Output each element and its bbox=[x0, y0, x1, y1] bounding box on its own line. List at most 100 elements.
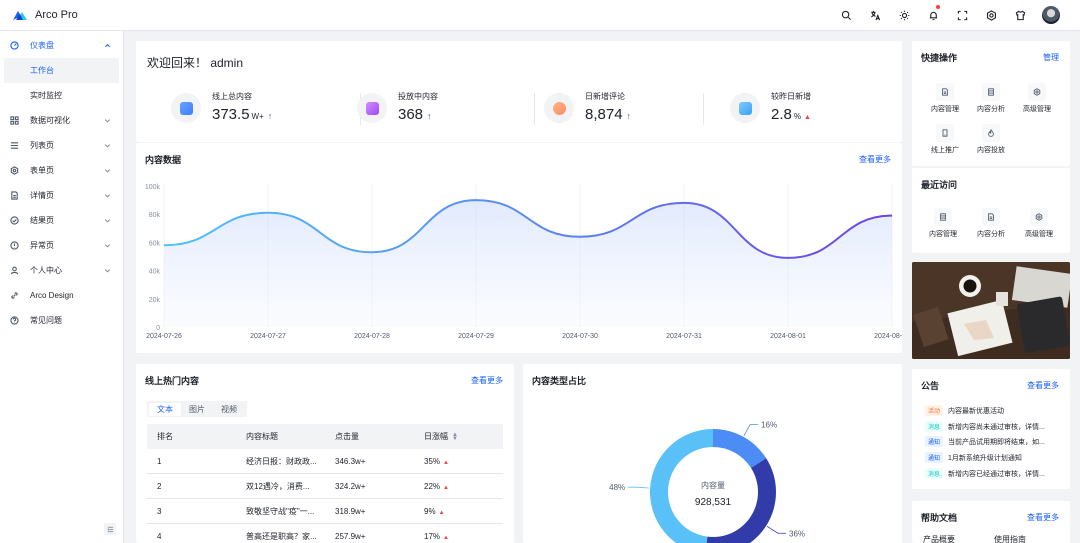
collapse-sidebar-button[interactable] bbox=[104, 523, 116, 535]
stat-label: 日新增评论 bbox=[585, 92, 625, 101]
notice-item[interactable]: 消息 新增内容尚未通过审核，详情... bbox=[925, 421, 1045, 432]
stat-icon-running bbox=[357, 93, 387, 123]
theme-button[interactable] bbox=[890, 0, 919, 30]
stat-value: 368 ↑ bbox=[398, 106, 432, 123]
quick-item-label: 内容分析 bbox=[977, 106, 1005, 113]
column-header-title: 内容标题 bbox=[246, 432, 278, 441]
content-data-more-link[interactable]: 查看更多 bbox=[859, 155, 891, 164]
sidebar-item-label: Arco Design bbox=[30, 291, 74, 300]
recent-visits-title: 最近访问 bbox=[921, 180, 958, 190]
question-circle-icon bbox=[10, 316, 19, 325]
sidebar-item-arco-design[interactable]: Arco Design bbox=[0, 283, 123, 308]
tab-image[interactable]: 图片 bbox=[189, 404, 205, 414]
quick-item-content-manage[interactable]: 内容管理 bbox=[925, 83, 965, 114]
notification-icon bbox=[929, 11, 938, 20]
pie-slice[interactable] bbox=[705, 458, 776, 543]
column-header-growth[interactable]: 日涨幅 ▲ ▼ bbox=[424, 431, 458, 442]
hot-content-tabs: 文本 图片 视频 bbox=[147, 401, 247, 417]
table-row[interactable]: 2 双12遇冷，消费... 324.2w+ 22% ▲ bbox=[147, 474, 503, 499]
dashboard-icon bbox=[10, 41, 19, 50]
sidebar-item-user-center[interactable]: 个人中心 bbox=[0, 258, 123, 283]
sidebar-item-form[interactable]: 表单页 bbox=[0, 158, 123, 183]
recent-item-content-analysis[interactable]: 内容分析 bbox=[971, 208, 1011, 239]
tab-video[interactable]: 视频 bbox=[221, 404, 237, 414]
sidebar-subitem-workplace[interactable]: 工作台 bbox=[4, 58, 119, 83]
cell-rank: 4 bbox=[157, 531, 162, 541]
sidebar-item-label: 个人中心 bbox=[30, 266, 62, 275]
sidebar-subitem-monitor[interactable]: 实时监控 bbox=[30, 91, 62, 100]
menu-fold-icon bbox=[107, 526, 113, 532]
recent-item-label: 内容管理 bbox=[929, 231, 957, 238]
donut-center-label: 内容量 bbox=[701, 480, 725, 490]
sidebar-item-profile-page[interactable]: 详情页 bbox=[0, 183, 123, 208]
sidebar-item-exception[interactable]: 异常页 bbox=[0, 233, 123, 258]
file-icon bbox=[936, 83, 954, 101]
skin-button[interactable] bbox=[1006, 0, 1035, 30]
recent-item-content-manage[interactable]: 内容管理 bbox=[923, 208, 963, 239]
sidebar-item-label: 列表页 bbox=[30, 141, 54, 150]
x-tick-label: 2024-07-31 bbox=[666, 333, 702, 340]
notice-item[interactable]: 通知 1月新系统升级计划通知 bbox=[925, 452, 1022, 463]
caret-up-icon: ▲ bbox=[443, 459, 449, 466]
settings-button[interactable] bbox=[977, 0, 1006, 30]
hot-content-more-link[interactable]: 查看更多 bbox=[471, 376, 503, 385]
notice-more-link[interactable]: 查看更多 bbox=[1027, 381, 1059, 390]
stat-icon-online bbox=[171, 93, 201, 123]
notice-item[interactable]: 消息 新增内容已经通过审核，详情... bbox=[925, 468, 1045, 479]
y-tick-label: 40k bbox=[149, 269, 161, 276]
sidebar-item-visualization[interactable]: 数据可视化 bbox=[0, 108, 123, 133]
quick-item-advanced-manage[interactable]: 高级管理 bbox=[1017, 83, 1057, 114]
table-row[interactable]: 4 普高还是职高？家... 257.9w+ 17% ▲ bbox=[147, 524, 503, 543]
sidebar-item-list[interactable]: 列表页 bbox=[0, 133, 123, 158]
stat-label: 投放中内容 bbox=[398, 92, 438, 101]
search-button[interactable] bbox=[832, 0, 861, 30]
notice-item[interactable]: 通知 当前产品试用期即将结束，如... bbox=[925, 436, 1045, 447]
user-avatar[interactable] bbox=[1042, 6, 1060, 24]
sidebar-item-dashboard[interactable]: 仪表盘 bbox=[0, 33, 123, 58]
storage-icon bbox=[934, 208, 952, 226]
help-link-guide[interactable]: 使用指南 bbox=[994, 535, 1026, 543]
user-icon bbox=[10, 266, 19, 275]
sidebar-item-label: 表单页 bbox=[30, 166, 54, 175]
fullscreen-button[interactable] bbox=[948, 0, 977, 30]
recent-item-advanced-manage[interactable]: 高级管理 bbox=[1019, 208, 1059, 239]
mobile-icon bbox=[936, 124, 954, 142]
content-data-panel: 内容数据 查看更多 0 20k 40k 60k 80k 100k 2024-07-26 202… bbox=[136, 143, 902, 353]
notice-item[interactable]: 活动 内容最新优惠活动 bbox=[925, 405, 1004, 416]
notice-tag: 活动 bbox=[925, 405, 944, 416]
pie-slice[interactable] bbox=[713, 429, 767, 468]
quick-item-content-delivery[interactable]: 内容投放 bbox=[971, 124, 1011, 155]
y-tick-label: 0 bbox=[156, 325, 160, 332]
hot-content-table: 排名 内容标题 点击量 日涨幅 ▲ ▼ 1 经济日报：财政政... 346.3w+ … bbox=[147, 424, 503, 543]
sidebar-item-faq[interactable]: 常见问题 bbox=[0, 308, 123, 333]
tab-text[interactable]: 文本 bbox=[149, 402, 181, 416]
pie-slice[interactable] bbox=[650, 429, 713, 543]
quick-ops-manage-link[interactable]: 管理 bbox=[1043, 53, 1059, 62]
sort-icon[interactable]: ▲ ▼ bbox=[452, 431, 458, 442]
language-button[interactable] bbox=[861, 0, 890, 30]
app-logo[interactable]: Arco Pro bbox=[12, 9, 78, 21]
sidebar-item-result[interactable]: 结果页 bbox=[0, 208, 123, 233]
chevron-down-icon bbox=[104, 142, 111, 149]
exclamation-circle-icon bbox=[10, 241, 19, 250]
promo-banner-image[interactable] bbox=[912, 262, 1070, 359]
help-docs-more-link[interactable]: 查看更多 bbox=[1027, 513, 1059, 522]
help-docs-title: 帮助文档 bbox=[921, 513, 958, 523]
table-row[interactable]: 3 致敬坚守战"疫"一... 318.9w+ 9% ▲ bbox=[147, 499, 503, 524]
stat-icon-growth bbox=[730, 93, 760, 123]
settings-icon bbox=[1028, 83, 1046, 101]
y-tick-label: 80k bbox=[149, 212, 161, 219]
sidebar-item-label: 结果页 bbox=[30, 216, 54, 225]
cell-clicks: 318.9w+ bbox=[335, 506, 366, 516]
recent-item-label: 高级管理 bbox=[1025, 231, 1053, 238]
quick-item-online-promotion[interactable]: 线上推广 bbox=[925, 124, 965, 155]
table-row[interactable]: 1 经济日报：财政政... 346.3w+ 35% ▲ bbox=[147, 449, 503, 474]
quick-item-content-analysis[interactable]: 内容分析 bbox=[971, 83, 1011, 114]
sidebar-item-label: 常见问题 bbox=[30, 316, 62, 325]
settings-icon bbox=[987, 9, 996, 21]
content-type-panel: 内容类型占比 16% 36% 48% 内容量 928,531 bbox=[523, 364, 902, 543]
help-link-overview[interactable]: 产品概要 bbox=[923, 535, 955, 543]
notification-button[interactable] bbox=[919, 0, 948, 30]
cell-growth: 9% ▲ bbox=[424, 506, 445, 516]
area-fill bbox=[164, 200, 892, 327]
